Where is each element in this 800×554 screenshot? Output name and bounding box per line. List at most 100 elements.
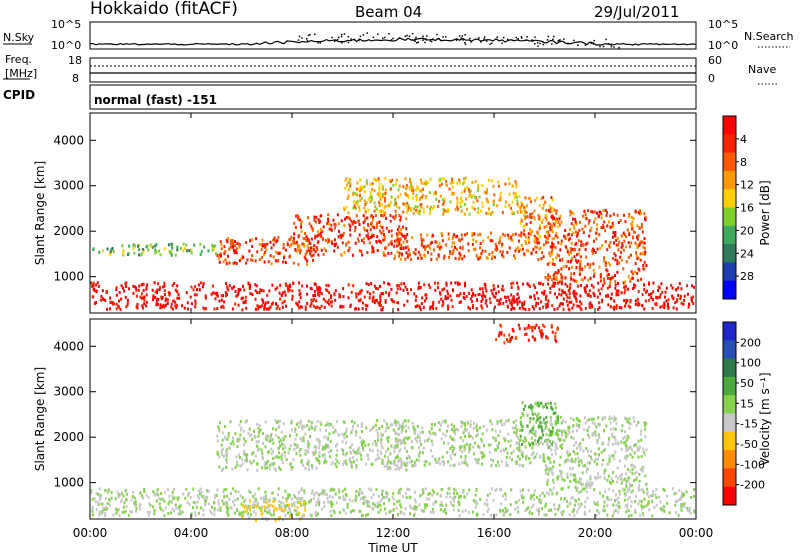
echo-cell — [509, 235, 512, 239]
echo-cell — [440, 245, 443, 249]
echo-cell — [460, 191, 463, 195]
echo-cell — [533, 245, 536, 249]
echo-cell — [426, 250, 429, 254]
echo-cell — [395, 202, 398, 205]
echo-cell — [317, 497, 320, 501]
echo-cell — [281, 452, 283, 456]
echo-cell — [289, 238, 292, 242]
echo-cell — [486, 188, 488, 192]
echo-cell — [604, 229, 607, 233]
echo-cell — [526, 424, 529, 428]
echo-cell — [265, 248, 268, 252]
echo-cell — [575, 222, 578, 226]
echo-cell — [352, 448, 355, 452]
echo-cell — [477, 445, 480, 449]
echo-cell — [500, 488, 503, 492]
echo-cell — [556, 253, 559, 257]
echo-cell — [614, 274, 616, 277]
echo-cell — [382, 306, 385, 310]
echo-cell — [286, 241, 289, 245]
echo-cell — [634, 241, 637, 245]
echo-cell — [475, 425, 478, 429]
echo-cell — [612, 256, 614, 260]
echo-cell — [569, 452, 571, 456]
echo-cell — [403, 436, 406, 440]
echo-cell — [98, 250, 101, 254]
echo-cell — [542, 421, 544, 424]
echo-cell — [338, 295, 341, 299]
echo-cell — [428, 462, 431, 466]
echo-cell — [292, 282, 295, 285]
echo-cell — [336, 449, 338, 453]
echo-cell — [452, 496, 455, 500]
echo-cell — [549, 431, 552, 435]
echo-cell — [377, 503, 380, 507]
nsearch-dot — [372, 36, 375, 39]
echo-cell — [397, 188, 400, 192]
echo-cell — [512, 296, 515, 300]
echo-cell — [602, 284, 604, 288]
y-tick-label: 3000 — [53, 179, 84, 193]
echo-cell — [524, 509, 527, 513]
nsearch-dot — [525, 39, 527, 41]
echo-cell — [576, 253, 578, 257]
echo-cell — [489, 301, 492, 305]
echo-cell — [323, 501, 326, 505]
echo-cell — [378, 204, 381, 208]
echo-cell — [364, 303, 367, 307]
echo-cell — [344, 453, 347, 457]
echo-cell — [392, 461, 395, 465]
echo-cell — [542, 203, 545, 207]
echo-cell — [292, 458, 295, 462]
echo-cell — [631, 484, 633, 488]
echo-cell — [234, 289, 237, 293]
echo-cell — [514, 460, 517, 464]
echo-cell — [330, 296, 333, 300]
echo-cell — [472, 304, 474, 308]
echo-cell — [461, 257, 464, 261]
echo-cell — [593, 210, 596, 214]
echo-cell — [517, 435, 519, 439]
echo-cell — [524, 333, 527, 337]
echo-cell — [480, 462, 483, 466]
nsearch-dot — [547, 35, 550, 38]
echo-cell — [398, 254, 401, 258]
echo-cell — [152, 490, 155, 494]
echo-cell — [304, 308, 307, 311]
echo-cell — [487, 207, 490, 211]
echo-cell — [599, 292, 601, 296]
echo-cell — [548, 251, 551, 255]
echo-cell — [396, 287, 399, 291]
echo-cell — [545, 236, 547, 240]
echo-cell — [381, 461, 384, 465]
echo-cell — [577, 259, 580, 263]
echo-cell — [340, 305, 343, 309]
echo-cell — [328, 432, 331, 436]
echo-cell — [187, 492, 190, 496]
echo-cell — [602, 209, 605, 212]
echo-cell — [313, 289, 316, 293]
echo-cell — [541, 251, 543, 255]
echo-cell — [553, 308, 556, 311]
echo-cell — [499, 502, 502, 506]
echo-cell — [490, 179, 493, 183]
echo-cell — [575, 234, 578, 238]
echo-cell — [559, 302, 562, 306]
echo-cell — [177, 512, 180, 516]
echo-cell — [617, 501, 620, 505]
echo-cell — [320, 235, 323, 239]
echo-cell — [456, 196, 459, 200]
echo-cell — [383, 454, 386, 458]
echo-cell — [379, 197, 382, 201]
echo-cell — [335, 465, 338, 469]
echo-cell — [646, 490, 649, 494]
echo-cell — [378, 182, 381, 186]
echo-cell — [502, 494, 504, 498]
echo-cell — [242, 510, 245, 514]
echo-cell — [348, 246, 351, 250]
echo-cell — [542, 243, 545, 247]
echo-cell — [587, 221, 590, 225]
echo-cell — [572, 212, 575, 216]
echo-cell — [160, 297, 163, 301]
echo-cell — [346, 505, 349, 509]
